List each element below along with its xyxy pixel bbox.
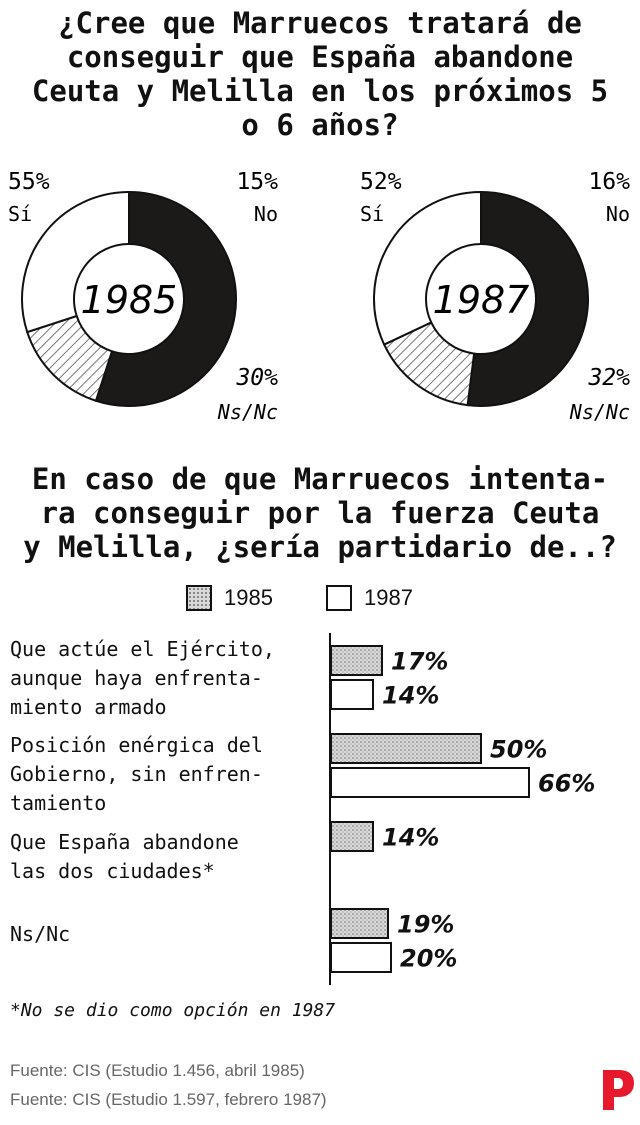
donut-1987-no-label: No xyxy=(606,202,630,226)
donut-1985-no-label: No xyxy=(254,202,278,226)
bar-value-label-1985-cat-4: 19% xyxy=(397,911,454,939)
category-label-line: tamiento xyxy=(10,791,107,815)
category-label-line: Posición enérgica del xyxy=(10,733,263,757)
donut-1985-slices xyxy=(21,190,237,407)
category-label-nsnc: Ns/Nc xyxy=(10,920,330,949)
bar-value-label-1985-cat-3: 14% xyxy=(382,824,439,852)
chart-title-1: ¿Cree que Marruecos tratará de conseguir… xyxy=(0,6,640,142)
donut-1987-slice-nsnc xyxy=(373,190,482,346)
publico-p-logo-icon xyxy=(603,1070,634,1110)
donut-1985-si-value: 55% xyxy=(8,169,50,195)
bar-1987-cat-4 xyxy=(330,942,392,973)
donut-1985-no-value: 15% xyxy=(236,169,278,195)
donut-1985: 1985 55% Sí 15% No 30% Ns/Nc xyxy=(8,169,278,424)
category-label-line: Gobierno, sin enfren- xyxy=(10,762,263,786)
source-1985: Fuente: CIS (Estudio 1.456, abril 1985) xyxy=(10,1061,305,1080)
donut-1985-slice-nsnc xyxy=(21,190,130,334)
title-2-line: ra conseguir por la fuerza Ceuta xyxy=(40,496,600,530)
legend-swatch-1985 xyxy=(186,585,212,611)
category-label-line: Ns/Nc xyxy=(10,922,71,946)
donut-1985-si-label: Sí xyxy=(8,202,32,226)
legend-label-1985: 1985 xyxy=(224,585,273,610)
title-1-line: o 6 años? xyxy=(241,108,399,142)
title-1-line: ¿Cree que Marruecos tratará de xyxy=(58,6,582,40)
bar-value-label-1987-cat-2: 66% xyxy=(538,770,595,798)
bar-value-label-1987-cat-1: 14% xyxy=(382,682,439,710)
category-label-line: las dos ciudades* xyxy=(10,859,215,883)
legend-item-1985: 1985 xyxy=(186,580,273,616)
category-label-line: Que actúe el Ejército, xyxy=(10,637,275,661)
category-label-line: miento armado xyxy=(10,695,167,719)
bar-chart: 17% 14% 50% 66% 14% 19% 20% xyxy=(329,633,595,985)
category-label-line: Que España abandone xyxy=(10,830,239,854)
bar-1985-cat-2 xyxy=(330,733,482,764)
donut-charts: 1985 55% Sí 15% No 30% Ns/Nc 1987 52% Sí… xyxy=(8,169,630,424)
legend-swatch-1987 xyxy=(326,585,352,611)
donut-1987-center-label: 1987 xyxy=(433,278,530,322)
title-1-line: conseguir que España abandone xyxy=(66,40,574,74)
bar-value-label-1985-cat-1: 17% xyxy=(391,648,448,676)
bar-1985-cat-4 xyxy=(330,908,389,939)
bar-legend: 1985 1987 xyxy=(0,580,640,616)
bar-marks: 17% 14% 50% 66% 14% 19% 20% xyxy=(330,645,595,973)
donut-1985-slice-si xyxy=(94,190,237,407)
legend-label-1987: 1987 xyxy=(364,585,413,610)
donut-1985-nsnc-value: 30% xyxy=(235,365,278,391)
donut-1987: 1987 52% Sí 16% No 32% Ns/Nc xyxy=(360,169,630,424)
title-2-line: En caso de que Marruecos intenta- xyxy=(31,462,609,496)
legend-item-1987: 1987 xyxy=(326,580,413,616)
bar-1987-cat-2 xyxy=(330,767,530,798)
donut-1987-nsnc-value: 32% xyxy=(587,365,630,391)
donut-1985-nsnc-label: Ns/Nc xyxy=(217,400,278,424)
bar-value-label-1987-cat-4: 20% xyxy=(400,945,457,973)
source-1987: Fuente: CIS (Estudio 1.597, febrero 1987… xyxy=(10,1090,327,1109)
donut-1985-center-label: 1985 xyxy=(81,278,178,322)
bar-1987-cat-1 xyxy=(330,679,374,710)
title-1-line: Ceuta y Melilla en los próximos 5 xyxy=(31,74,609,108)
bar-1985-cat-3 xyxy=(330,821,374,852)
bar-value-label-1985-cat-2: 50% xyxy=(490,736,547,764)
category-label-ejercito: Que actúe el Ejército, aunque haya enfre… xyxy=(10,635,330,722)
donut-1987-nsnc-label: Ns/Nc xyxy=(569,400,630,424)
donut-1987-no-value: 16% xyxy=(588,169,630,195)
chart-title-2: En caso de que Marruecos intenta- ra con… xyxy=(0,462,640,564)
donut-1987-si-value: 52% xyxy=(360,169,402,195)
donut-1987-slice-si xyxy=(466,190,589,407)
bar-1985-cat-1 xyxy=(330,645,383,676)
category-label-gobierno: Posición enérgica del Gobierno, sin enfr… xyxy=(10,731,330,818)
category-label-abandone: Que España abandone las dos ciudades* xyxy=(10,828,330,886)
title-2-line: y Melilla, ¿sería partidario de..? xyxy=(23,530,617,564)
donut-1987-slices xyxy=(373,190,589,407)
donut-1987-si-label: Sí xyxy=(360,202,384,226)
category-label-line: aunque haya enfrenta- xyxy=(10,666,263,690)
footnote: *No se dio como opción en 1987 xyxy=(10,1000,336,1021)
